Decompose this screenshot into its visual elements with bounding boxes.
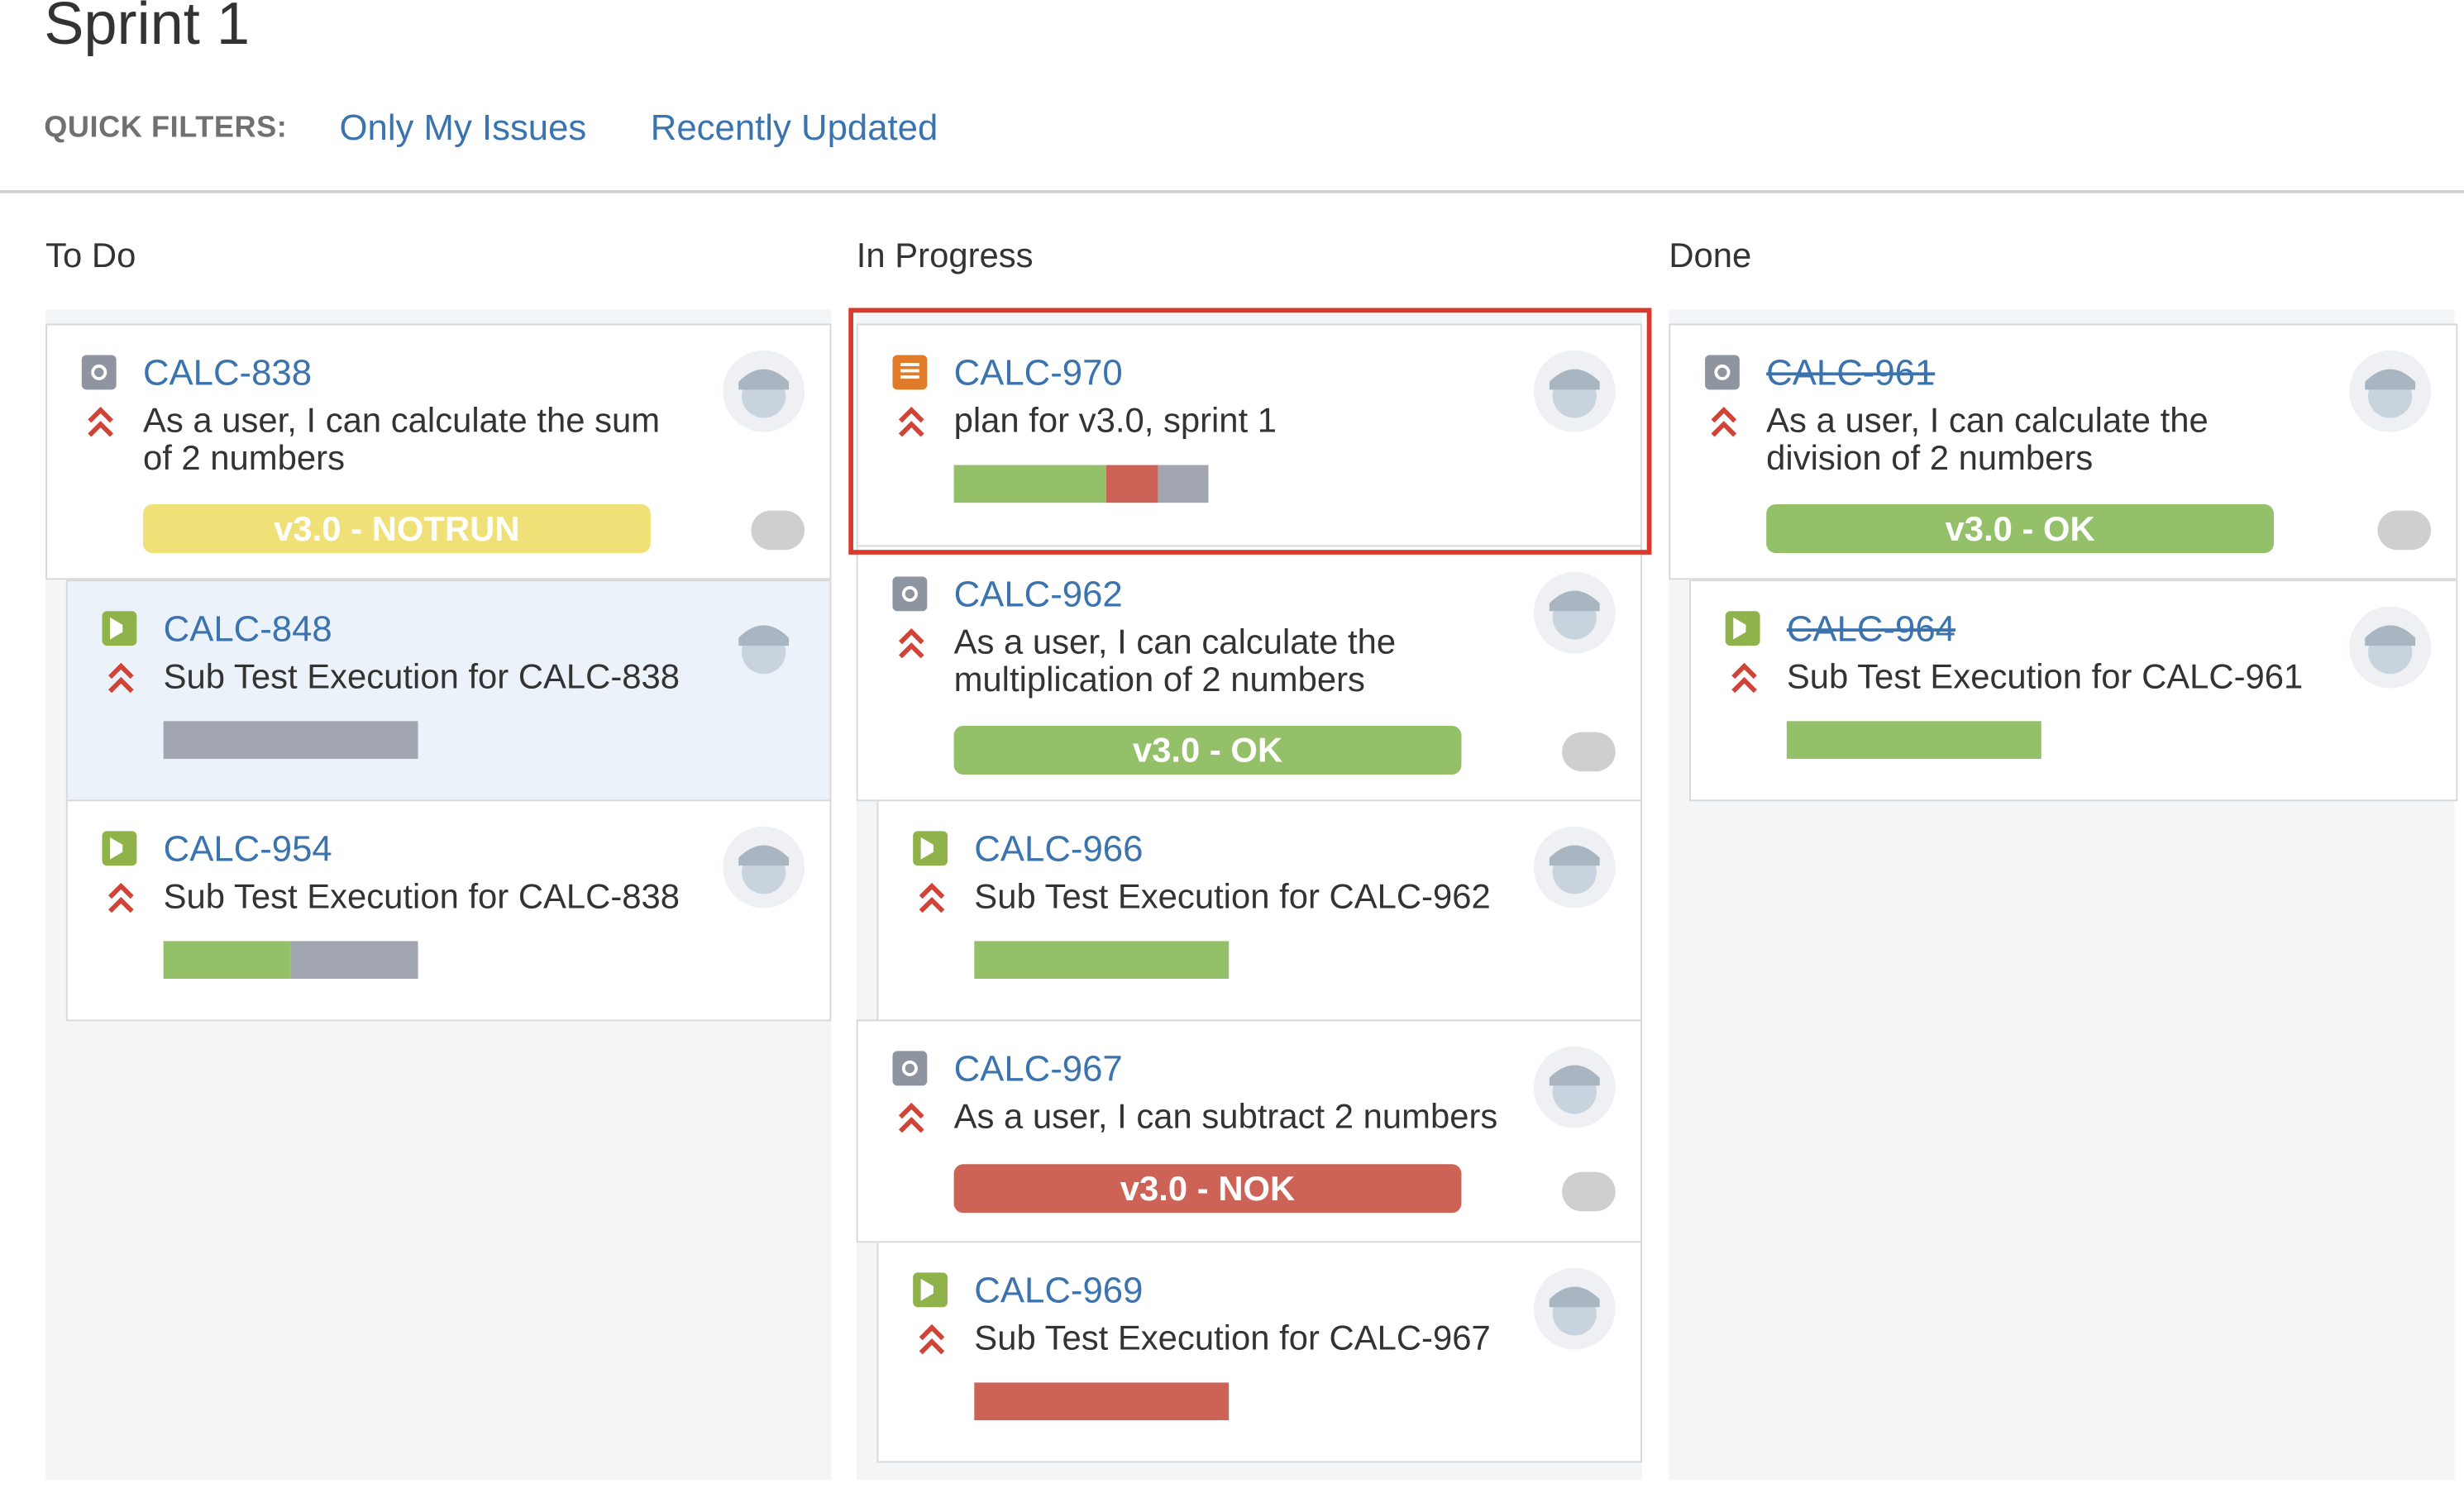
issue-key[interactable]: CALC-961 xyxy=(1766,351,1936,393)
story-icon xyxy=(81,355,117,390)
priority-highest-icon xyxy=(898,406,924,437)
issue-summary-line: As a user, I can calculate the xyxy=(953,622,1397,662)
priority-highest-icon xyxy=(898,627,924,659)
test-status-badge: v3.0 - NOTRUN xyxy=(142,504,651,553)
test-status-badge: v3.0 - OK xyxy=(953,726,1462,775)
issue-key[interactable]: CALC-970 xyxy=(953,351,1123,393)
assignee-avatar[interactable] xyxy=(723,826,805,909)
test-status-badge: v3.0 - NOK xyxy=(953,1164,1462,1214)
issue-card-calc-967[interactable]: CALC-967 As a user, I can subtract 2 num… xyxy=(856,1019,1643,1243)
test-execution-icon xyxy=(913,831,948,866)
issue-summary: Sub Test Execution for CALC-961 xyxy=(1786,656,2304,696)
selection-highlight xyxy=(848,308,1652,555)
expand-toggle[interactable] xyxy=(751,510,805,551)
issue-summary: Sub Test Execution for CALC-967 xyxy=(974,1318,1491,1358)
assignee-avatar[interactable] xyxy=(1533,350,1616,432)
header-divider xyxy=(0,189,2464,193)
priority-highest-icon xyxy=(108,662,134,694)
assignee-avatar[interactable] xyxy=(1533,1267,1616,1350)
assignee-avatar[interactable] xyxy=(1533,826,1616,909)
story-icon xyxy=(1705,355,1740,390)
priority-highest-icon xyxy=(1711,406,1737,437)
filter-recently-updated[interactable]: Recently Updated xyxy=(650,107,938,148)
column-header-done: Done xyxy=(1669,236,1752,275)
issue-card-calc-961[interactable]: CALC-961 As a user, I can calculate the … xyxy=(1669,323,2458,580)
assignee-avatar[interactable] xyxy=(1533,571,1616,654)
issue-key[interactable]: CALC-964 xyxy=(1786,608,1955,649)
issue-card-calc-969[interactable]: CALC-969 Sub Test Execution for CALC-967 xyxy=(876,1241,1643,1463)
issue-summary: Sub Test Execution for CALC-838 xyxy=(163,876,680,916)
test-execution-icon xyxy=(102,611,137,646)
issue-card-calc-966[interactable]: CALC-966 Sub Test Execution for CALC-962 xyxy=(876,799,1643,1022)
issue-summary: Sub Test Execution for CALC-962 xyxy=(974,876,1491,916)
issue-card-calc-970[interactable]: CALC-970 plan for v3.0, sprint 1 xyxy=(856,323,1643,547)
issue-key[interactable]: CALC-954 xyxy=(163,827,332,869)
issue-summary-line: As a user, I can calculate the xyxy=(1766,400,2209,441)
priority-highest-icon xyxy=(1731,662,1757,694)
test-progress-bar xyxy=(163,941,418,980)
test-status-badge: v3.0 - OK xyxy=(1766,504,2275,553)
issue-summary: plan for v3.0, sprint 1 xyxy=(953,400,1277,441)
issue-summary-line: multiplication of 2 numbers xyxy=(953,660,1365,699)
expand-toggle[interactable] xyxy=(2377,510,2432,551)
issue-key[interactable]: CALC-838 xyxy=(142,351,313,393)
assignee-avatar[interactable] xyxy=(2349,350,2432,432)
assignee-avatar[interactable] xyxy=(723,607,805,689)
issue-key[interactable]: CALC-962 xyxy=(953,573,1123,615)
page-title: Sprint 1 xyxy=(44,0,251,59)
story-icon xyxy=(892,576,928,612)
assignee-avatar[interactable] xyxy=(2349,606,2432,689)
issue-card-calc-954[interactable]: CALC-954 Sub Test Execution for CALC-838 xyxy=(65,799,832,1022)
test-progress-bar xyxy=(953,465,1209,503)
issue-summary-line: division of 2 numbers xyxy=(1766,438,2094,478)
priority-highest-icon xyxy=(919,882,945,913)
issue-summary-line: As a user, I can calculate the sum xyxy=(142,400,661,441)
test-progress-bar xyxy=(163,721,418,759)
assignee-avatar[interactable] xyxy=(1533,1046,1616,1128)
test-progress-bar xyxy=(1786,721,2041,759)
column-header-in-progress: In Progress xyxy=(856,236,1034,275)
priority-highest-icon xyxy=(88,406,113,437)
issue-card-calc-848[interactable]: CALC-848 Sub Test Execution for CALC-838 xyxy=(65,579,832,802)
quick-filters-label: QUICK FILTERS: xyxy=(44,111,288,145)
expand-toggle[interactable] xyxy=(1562,1171,1616,1212)
issue-card-calc-838[interactable]: CALC-838 As a user, I can calculate the … xyxy=(45,323,832,580)
issue-key[interactable]: CALC-967 xyxy=(953,1047,1123,1090)
filter-only-my-issues[interactable]: Only My Issues xyxy=(339,107,587,148)
issue-summary-line: of 2 numbers xyxy=(142,438,345,478)
issue-card-calc-964[interactable]: CALC-964 Sub Test Execution for CALC-961 xyxy=(1689,579,2458,802)
priority-highest-icon xyxy=(898,1102,924,1133)
expand-toggle[interactable] xyxy=(1562,732,1616,772)
test-execution-icon xyxy=(102,831,137,866)
test-execution-icon xyxy=(913,1272,948,1308)
priority-highest-icon xyxy=(919,1323,945,1355)
test-plan-icon xyxy=(892,355,928,390)
column-header-todo: To Do xyxy=(45,236,136,275)
priority-highest-icon xyxy=(108,882,134,913)
test-progress-bar xyxy=(974,941,1230,980)
issue-card-calc-962[interactable]: CALC-962 As a user, I can calculate the … xyxy=(856,545,1643,802)
story-icon xyxy=(892,1051,928,1086)
assignee-avatar[interactable] xyxy=(723,350,805,432)
issue-key[interactable]: CALC-966 xyxy=(974,827,1144,869)
issue-key[interactable]: CALC-969 xyxy=(974,1269,1144,1311)
issue-key[interactable]: CALC-848 xyxy=(163,608,332,649)
test-progress-bar xyxy=(974,1382,1230,1421)
issue-summary: Sub Test Execution for CALC-838 xyxy=(163,656,680,696)
issue-summary: As a user, I can subtract 2 numbers xyxy=(953,1096,1498,1137)
test-execution-icon xyxy=(1725,611,1760,646)
